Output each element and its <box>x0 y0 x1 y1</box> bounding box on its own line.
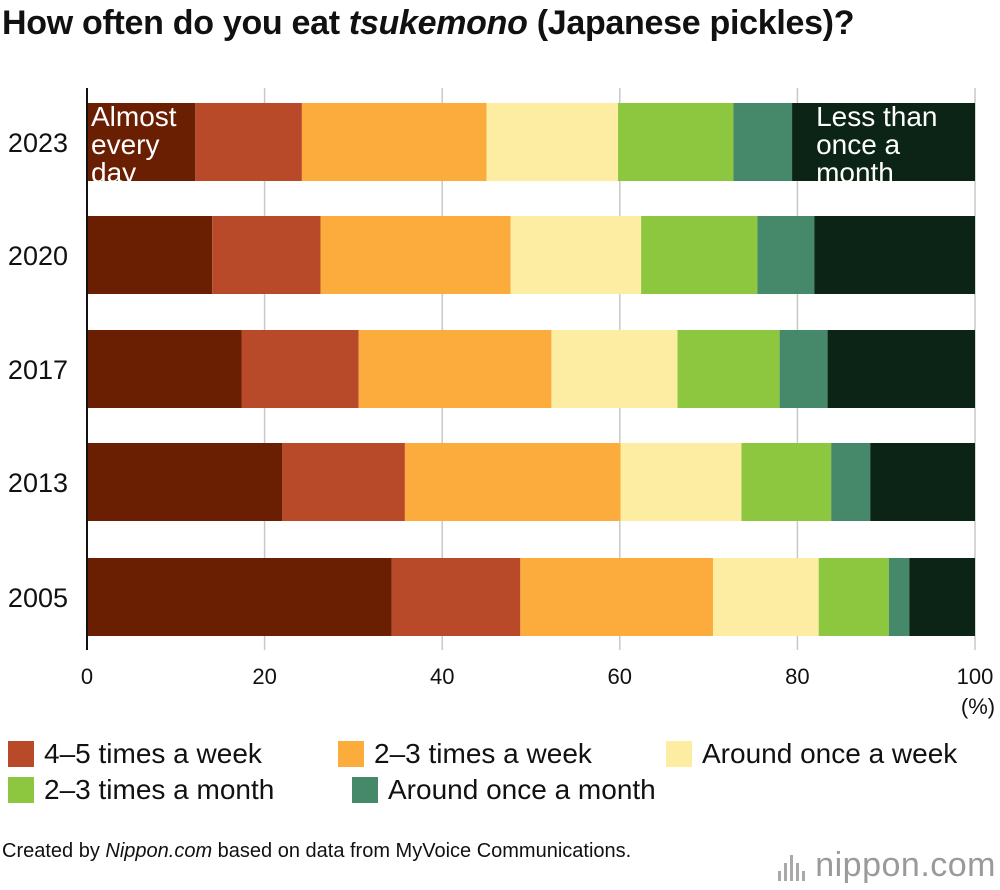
bar-2017-series-3 <box>551 330 678 408</box>
y-tick-label: 2023 <box>8 128 68 158</box>
legend-label: Around once a month <box>388 774 656 805</box>
footer-italic: Nippon.com <box>105 840 213 862</box>
bar-2005-series-3 <box>713 558 819 636</box>
bar-2005-series-4 <box>818 558 889 636</box>
legend-label: Around once a week <box>702 738 958 769</box>
bar-2020-series-1 <box>212 216 321 294</box>
bar-2017-series-1 <box>241 330 359 408</box>
bar-2017-series-6 <box>827 330 975 408</box>
legend-swatch <box>666 741 692 767</box>
inline-series-label: Less than once a month <box>816 101 937 188</box>
legend-label: 2–3 times a month <box>44 774 275 805</box>
bar-2023-series-4 <box>618 103 734 181</box>
legend-item-around-once-a-month: Around once a month <box>352 774 656 806</box>
x-tick-label: 80 <box>785 664 809 689</box>
bar-2020-series-3 <box>510 216 642 294</box>
bar-2005-series-0 <box>87 558 392 636</box>
bar-2017-series-2 <box>358 330 552 408</box>
bar-2017-series-4 <box>677 330 780 408</box>
y-tick-label: 2005 <box>8 583 68 613</box>
bar-2023-series-3 <box>486 103 619 181</box>
x-tick-label: 40 <box>430 664 454 689</box>
legend-label: 2–3 times a week <box>374 738 592 769</box>
x-tick-label: 100 <box>957 664 994 689</box>
legend-item-4-5-times-a-week: 4–5 times a week <box>8 738 262 770</box>
legend-swatch <box>8 777 34 803</box>
footer-suffix: based on data from MyVoice Communication… <box>212 840 632 862</box>
brand-main: nippon <box>815 846 921 884</box>
footer-prefix: Created by <box>2 840 106 862</box>
source-note: Created by Nippon.com based on data from… <box>2 838 642 864</box>
bar-2013-series-5 <box>831 443 871 521</box>
y-tick-label: 2020 <box>8 241 68 271</box>
bar-2017-series-0 <box>87 330 242 408</box>
x-axis-unit: (%) <box>961 694 995 719</box>
bar-2017-series-5 <box>779 330 828 408</box>
legend-item-around-once-a-week: Around once a week <box>666 738 957 770</box>
bar-2013-series-0 <box>87 443 283 521</box>
sound-wave-icon <box>778 851 806 881</box>
bar-2005-series-5 <box>888 558 910 636</box>
x-tick-label: 20 <box>252 664 276 689</box>
x-tick-label: 0 <box>81 664 93 689</box>
x-tick-label: 60 <box>608 664 632 689</box>
legend-swatch <box>8 741 34 767</box>
legend-swatch <box>352 777 378 803</box>
bar-2023-series-5 <box>733 103 793 181</box>
bar-2013-series-2 <box>404 443 621 521</box>
title-prefix: How often do you eat <box>2 4 349 42</box>
bar-2020-series-5 <box>757 216 815 294</box>
bar-2020-series-2 <box>320 216 511 294</box>
legend-label: 4–5 times a week <box>44 738 262 769</box>
title-suffix: (Japanese pickles)? <box>527 4 855 42</box>
bar-2023-series-0 <box>87 103 196 181</box>
bar-2020-series-4 <box>641 216 758 294</box>
legend-swatch <box>338 741 364 767</box>
bar-2020-series-0 <box>87 216 213 294</box>
bar-2013-series-3 <box>620 443 742 521</box>
legend-item-2-3-times-a-week: 2–3 times a week <box>338 738 592 770</box>
bar-2013-series-4 <box>741 443 832 521</box>
bar-2005-series-1 <box>391 558 521 636</box>
bar-2020-series-6 <box>814 216 975 294</box>
inline-series-label: Almost every day <box>91 101 177 188</box>
bar-2013-series-1 <box>282 443 405 521</box>
y-tick-label: 2013 <box>8 468 68 498</box>
bar-2023-series-2 <box>301 103 487 181</box>
bar-2013-series-6 <box>870 443 975 521</box>
title-italic: tsukemono <box>348 4 528 42</box>
brand-suffix: .com <box>920 846 996 884</box>
chart-title: How often do you eat tsukemono (Japanese… <box>2 4 854 43</box>
bar-2023-series-1 <box>195 103 302 181</box>
y-tick-label: 2017 <box>8 355 68 385</box>
bar-2023-series-6 <box>792 103 975 181</box>
bar-2005-series-6 <box>909 558 975 636</box>
bar-2005-series-2 <box>520 558 714 636</box>
legend-item-2-3-times-a-month: 2–3 times a month <box>8 774 274 806</box>
stacked-bar-chart: 2023 2020 2017 2013 2005 0 20 40 60 80 100 (%) Almos… <box>8 88 995 719</box>
brand-logo: nippon .com <box>778 846 996 885</box>
